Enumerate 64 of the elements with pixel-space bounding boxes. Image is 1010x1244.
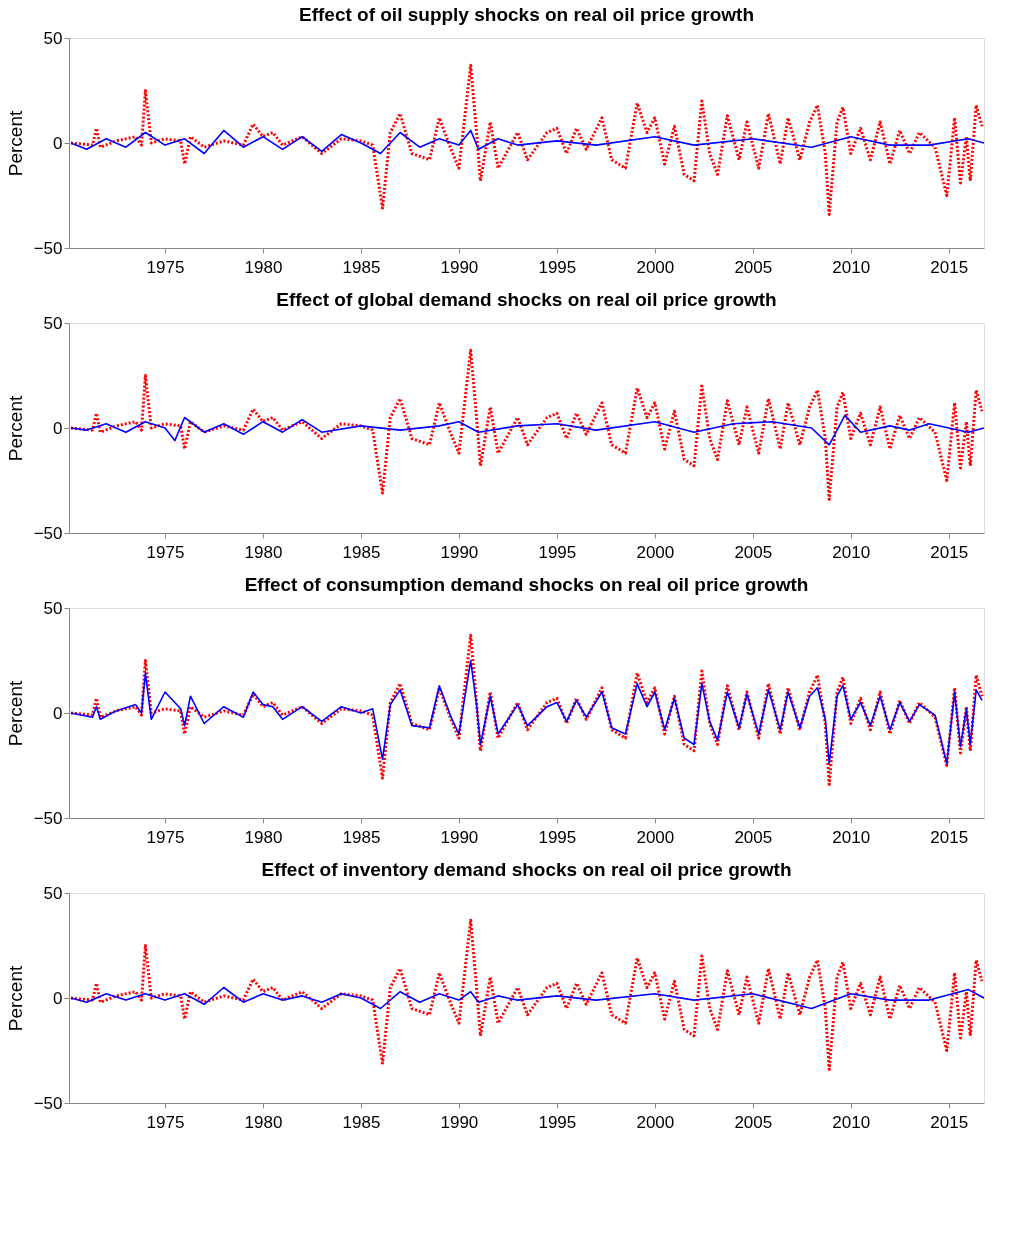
- line-series: [70, 986, 984, 1010]
- x-tick-label: 2000: [636, 257, 675, 277]
- x-tick-label: 1995: [538, 1112, 577, 1132]
- x-tick-label: 1990: [440, 542, 479, 562]
- x-tick-label: 2005: [734, 542, 773, 562]
- line-series: [70, 414, 984, 446]
- y-tick-label: 0: [53, 988, 63, 1008]
- y-tick-label: −50: [33, 808, 63, 828]
- y-tick-label: 50: [43, 28, 63, 48]
- x-tick-label: 2010: [832, 827, 871, 847]
- line-series: [70, 659, 983, 765]
- x-tick-label: 1995: [538, 827, 577, 847]
- y-tick-label: 0: [53, 133, 63, 153]
- line-series: [69, 63, 984, 216]
- x-tick-label: 2000: [636, 827, 675, 847]
- y-tick-label: 0: [53, 703, 63, 723]
- chart-title: Effect of global demand shocks on real oil price growth: [276, 289, 777, 310]
- x-tick-label: 1995: [538, 257, 577, 277]
- x-tick-label: 1975: [146, 257, 185, 277]
- chart-title: Effect of inventory demand shocks on real oil price growth: [261, 859, 792, 880]
- x-tick-label: 1985: [342, 1112, 381, 1132]
- x-tick-label: 1990: [440, 257, 479, 277]
- y-axis-title: Percent: [4, 965, 26, 1032]
- x-tick-label: 1980: [244, 1112, 283, 1132]
- y-tick-label: −50: [33, 238, 63, 258]
- y-tick-label: 0: [53, 418, 63, 438]
- x-tick-label: 2005: [734, 257, 773, 277]
- x-tick-label: 2005: [734, 827, 773, 847]
- x-tick-label: 2015: [930, 827, 969, 847]
- x-tick-label: 2010: [832, 257, 871, 277]
- y-tick-label: 50: [43, 313, 63, 333]
- x-tick-label: 2010: [832, 542, 871, 562]
- x-tick-label: 1975: [146, 542, 185, 562]
- line-series: [70, 129, 984, 155]
- x-tick-label: 2005: [734, 1112, 773, 1132]
- x-tick-label: 2015: [930, 1112, 969, 1132]
- line-series: [69, 918, 984, 1071]
- x-tick-label: 1985: [342, 827, 381, 847]
- x-tick-label: 1990: [440, 1112, 479, 1132]
- y-tick-label: −50: [33, 523, 63, 543]
- line-series: [69, 348, 984, 501]
- x-tick-label: 2015: [930, 257, 969, 277]
- x-tick-label: 1980: [244, 827, 283, 847]
- x-tick-label: 1980: [244, 257, 283, 277]
- x-tick-label: 2000: [636, 1112, 675, 1132]
- y-tick-label: 50: [43, 883, 63, 903]
- x-tick-label: 2010: [832, 1112, 871, 1132]
- x-tick-label: 1980: [244, 542, 283, 562]
- x-tick-label: 2000: [636, 542, 675, 562]
- x-tick-label: 1975: [146, 1112, 185, 1132]
- x-tick-label: 1985: [342, 542, 381, 562]
- y-tick-label: 50: [43, 598, 63, 618]
- y-axis-title: Percent: [4, 395, 26, 462]
- y-axis-title: Percent: [4, 680, 26, 747]
- x-tick-label: 1985: [342, 257, 381, 277]
- line-series: [69, 633, 984, 786]
- x-tick-label: 2015: [930, 542, 969, 562]
- x-tick-label: 1995: [538, 542, 577, 562]
- y-tick-label: −50: [33, 1093, 63, 1113]
- chart-title: Effect of consumption demand shocks on real oil price growth: [244, 574, 809, 595]
- y-axis-title: Percent: [4, 110, 26, 177]
- x-tick-label: 1975: [146, 827, 185, 847]
- chart-title: Effect of oil supply shocks on real oil price growth: [298, 4, 755, 25]
- x-tick-label: 1990: [440, 827, 479, 847]
